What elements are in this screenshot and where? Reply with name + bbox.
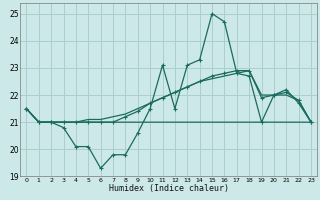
X-axis label: Humidex (Indice chaleur): Humidex (Indice chaleur) [109, 184, 229, 193]
